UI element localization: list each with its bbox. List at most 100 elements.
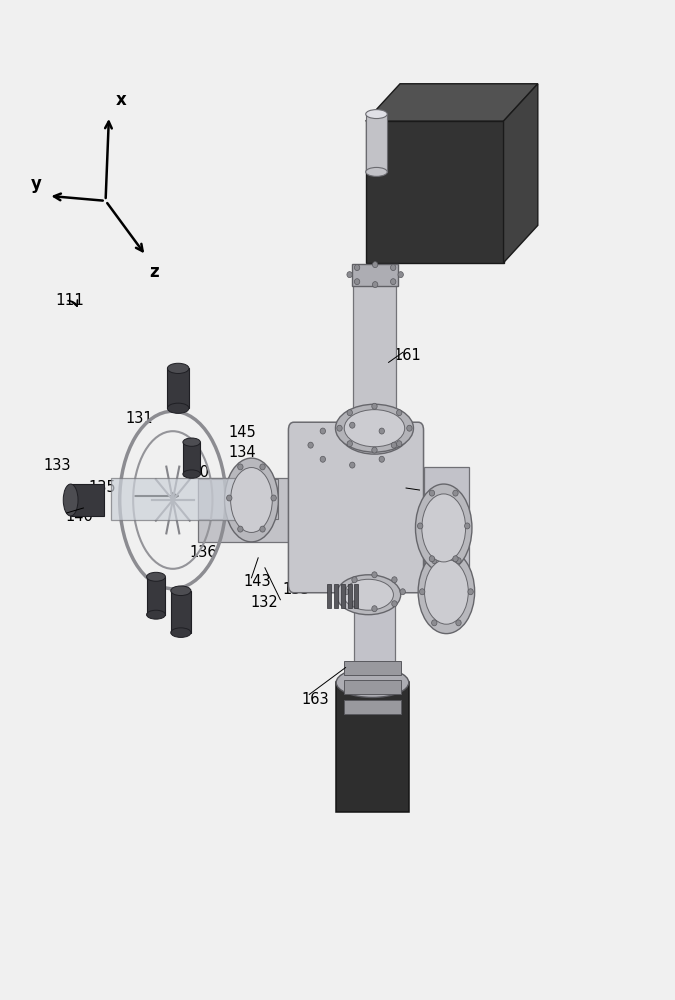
Ellipse shape [335, 404, 414, 452]
FancyBboxPatch shape [366, 114, 387, 172]
Ellipse shape [146, 610, 165, 619]
Ellipse shape [354, 279, 360, 285]
Ellipse shape [350, 422, 355, 428]
Polygon shape [504, 84, 538, 263]
Text: 163: 163 [301, 692, 329, 707]
Ellipse shape [227, 495, 232, 501]
Text: 132: 132 [250, 595, 278, 610]
Ellipse shape [347, 410, 352, 416]
Ellipse shape [379, 428, 385, 434]
FancyBboxPatch shape [198, 478, 296, 542]
FancyBboxPatch shape [423, 467, 469, 592]
FancyBboxPatch shape [348, 584, 352, 608]
Text: 161: 161 [394, 348, 421, 363]
Ellipse shape [391, 279, 396, 285]
Ellipse shape [308, 442, 313, 448]
Ellipse shape [167, 403, 189, 413]
Text: x: x [115, 91, 126, 109]
Ellipse shape [372, 447, 377, 453]
Ellipse shape [238, 464, 243, 470]
Text: 151: 151 [423, 485, 452, 500]
Ellipse shape [379, 456, 385, 462]
Ellipse shape [337, 425, 342, 431]
Ellipse shape [372, 403, 377, 409]
Text: 143: 143 [244, 574, 271, 589]
Ellipse shape [418, 523, 423, 529]
Ellipse shape [231, 468, 272, 532]
Ellipse shape [407, 425, 412, 431]
Ellipse shape [464, 523, 470, 529]
FancyBboxPatch shape [341, 584, 345, 608]
FancyBboxPatch shape [167, 368, 189, 408]
Ellipse shape [392, 577, 397, 583]
FancyBboxPatch shape [353, 271, 396, 510]
Ellipse shape [366, 167, 387, 176]
FancyBboxPatch shape [366, 121, 504, 263]
Ellipse shape [347, 272, 352, 278]
Ellipse shape [468, 589, 473, 595]
Ellipse shape [146, 572, 165, 581]
Ellipse shape [352, 577, 357, 583]
Text: 145: 145 [229, 425, 256, 440]
Ellipse shape [392, 442, 397, 448]
Ellipse shape [271, 495, 276, 501]
FancyBboxPatch shape [354, 584, 358, 608]
Ellipse shape [431, 620, 437, 626]
Ellipse shape [238, 526, 243, 532]
Ellipse shape [366, 110, 387, 119]
Ellipse shape [418, 550, 475, 634]
Ellipse shape [320, 428, 325, 434]
Ellipse shape [344, 579, 394, 610]
FancyBboxPatch shape [354, 505, 395, 799]
Polygon shape [366, 84, 538, 121]
FancyBboxPatch shape [344, 661, 401, 675]
FancyBboxPatch shape [183, 442, 200, 474]
FancyBboxPatch shape [344, 680, 401, 694]
Ellipse shape [456, 558, 461, 564]
Text: 136: 136 [190, 545, 217, 560]
Text: 111: 111 [55, 293, 84, 308]
FancyBboxPatch shape [352, 264, 398, 286]
Ellipse shape [396, 441, 402, 447]
FancyBboxPatch shape [146, 577, 165, 615]
FancyBboxPatch shape [334, 584, 338, 608]
Ellipse shape [422, 494, 466, 562]
Ellipse shape [391, 265, 396, 271]
Ellipse shape [336, 575, 401, 615]
Ellipse shape [416, 484, 472, 572]
Ellipse shape [354, 265, 360, 271]
Ellipse shape [373, 282, 378, 288]
Ellipse shape [456, 620, 461, 626]
Ellipse shape [183, 438, 200, 446]
Ellipse shape [352, 601, 357, 607]
Text: 134: 134 [229, 445, 256, 460]
Ellipse shape [336, 668, 409, 697]
Ellipse shape [340, 410, 410, 454]
Ellipse shape [344, 589, 349, 595]
Text: 120: 120 [182, 465, 209, 480]
Ellipse shape [453, 556, 458, 562]
Ellipse shape [431, 558, 437, 564]
FancyBboxPatch shape [198, 479, 277, 519]
Ellipse shape [320, 456, 325, 462]
Ellipse shape [453, 490, 458, 496]
FancyBboxPatch shape [344, 700, 401, 714]
Ellipse shape [419, 589, 425, 595]
Ellipse shape [429, 490, 435, 496]
Ellipse shape [347, 441, 352, 447]
FancyBboxPatch shape [327, 584, 331, 608]
Ellipse shape [373, 262, 378, 268]
Text: 133: 133 [44, 458, 72, 473]
Ellipse shape [372, 606, 377, 612]
Ellipse shape [350, 462, 355, 468]
Ellipse shape [372, 572, 377, 578]
Text: 135: 135 [89, 480, 116, 495]
Ellipse shape [429, 556, 435, 562]
Ellipse shape [260, 464, 265, 470]
Ellipse shape [425, 559, 468, 624]
FancyBboxPatch shape [336, 682, 409, 812]
Ellipse shape [225, 458, 278, 542]
Ellipse shape [183, 470, 200, 478]
FancyBboxPatch shape [111, 478, 238, 520]
Ellipse shape [171, 628, 191, 637]
